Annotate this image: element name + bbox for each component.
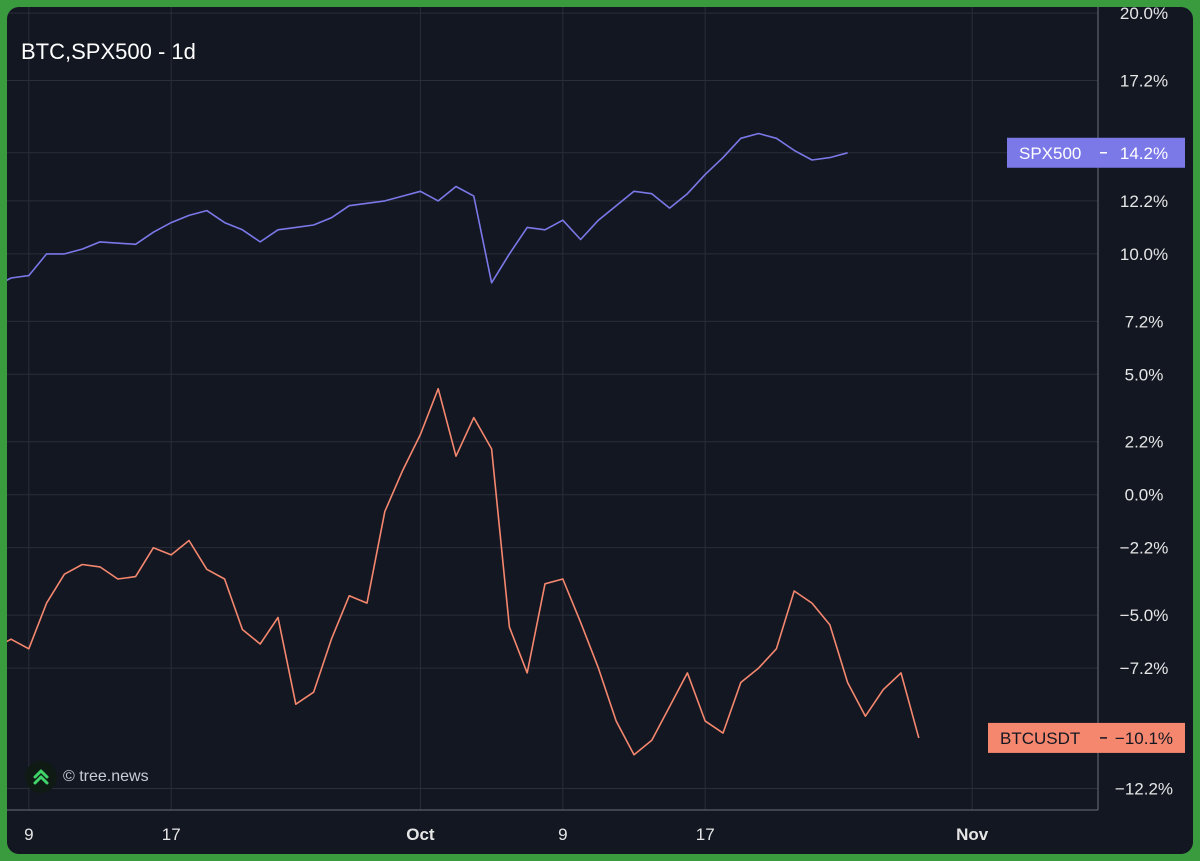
y-tick-label: 0.0%	[1125, 486, 1164, 505]
y-tick-label: 17.2%	[1120, 72, 1168, 91]
x-tick-label: 17	[162, 825, 181, 844]
y-tick-label: −7.2%	[1120, 659, 1169, 678]
spx500-series-name: SPX500	[1019, 144, 1081, 163]
spx500-series-line	[7, 132, 848, 284]
x-tick-label: Nov	[956, 825, 989, 844]
y-tick-label: −12.2%	[1115, 779, 1173, 798]
watermark[interactable]: © tree.news	[25, 761, 149, 793]
tree-news-logo-icon	[25, 761, 57, 793]
x-tick-label: 9	[558, 825, 567, 844]
spx500-last-value-badge	[1007, 137, 1185, 168]
y-tick-label: 5.0%	[1125, 365, 1164, 384]
btcusdt-series-line	[7, 387, 920, 756]
x-tick-label: Oct	[406, 825, 435, 844]
btcusdt-last-value-badge	[988, 722, 1185, 753]
btcusdt-series-name: BTCUSDT	[1000, 729, 1080, 748]
y-tick-label: 20.0%	[1120, 7, 1168, 23]
spx500-last-value-label: 14.2%	[1120, 144, 1168, 163]
x-tick-label: 17	[696, 825, 715, 844]
chart-title: BTC,SPX500 - 1d	[21, 39, 196, 64]
watermark-text: © tree.news	[63, 768, 149, 785]
y-tick-label: −5.0%	[1120, 606, 1169, 625]
y-tick-label: 10.0%	[1120, 245, 1168, 264]
btcusdt-last-value-label: −10.1%	[1115, 729, 1173, 748]
y-tick-label: 2.2%	[1125, 433, 1164, 452]
y-tick-label: 12.2%	[1120, 192, 1168, 211]
chart-svg: 22.2%20.0%17.2%14.2%12.2%10.0%7.2%5.0%2.…	[7, 7, 1185, 844]
y-tick-label: −2.2%	[1120, 539, 1169, 558]
x-tick-label: 9	[24, 825, 33, 844]
chart-frame: 22.2%20.0%17.2%14.2%12.2%10.0%7.2%5.0%2.…	[7, 7, 1193, 854]
y-tick-label: 7.2%	[1125, 312, 1164, 331]
